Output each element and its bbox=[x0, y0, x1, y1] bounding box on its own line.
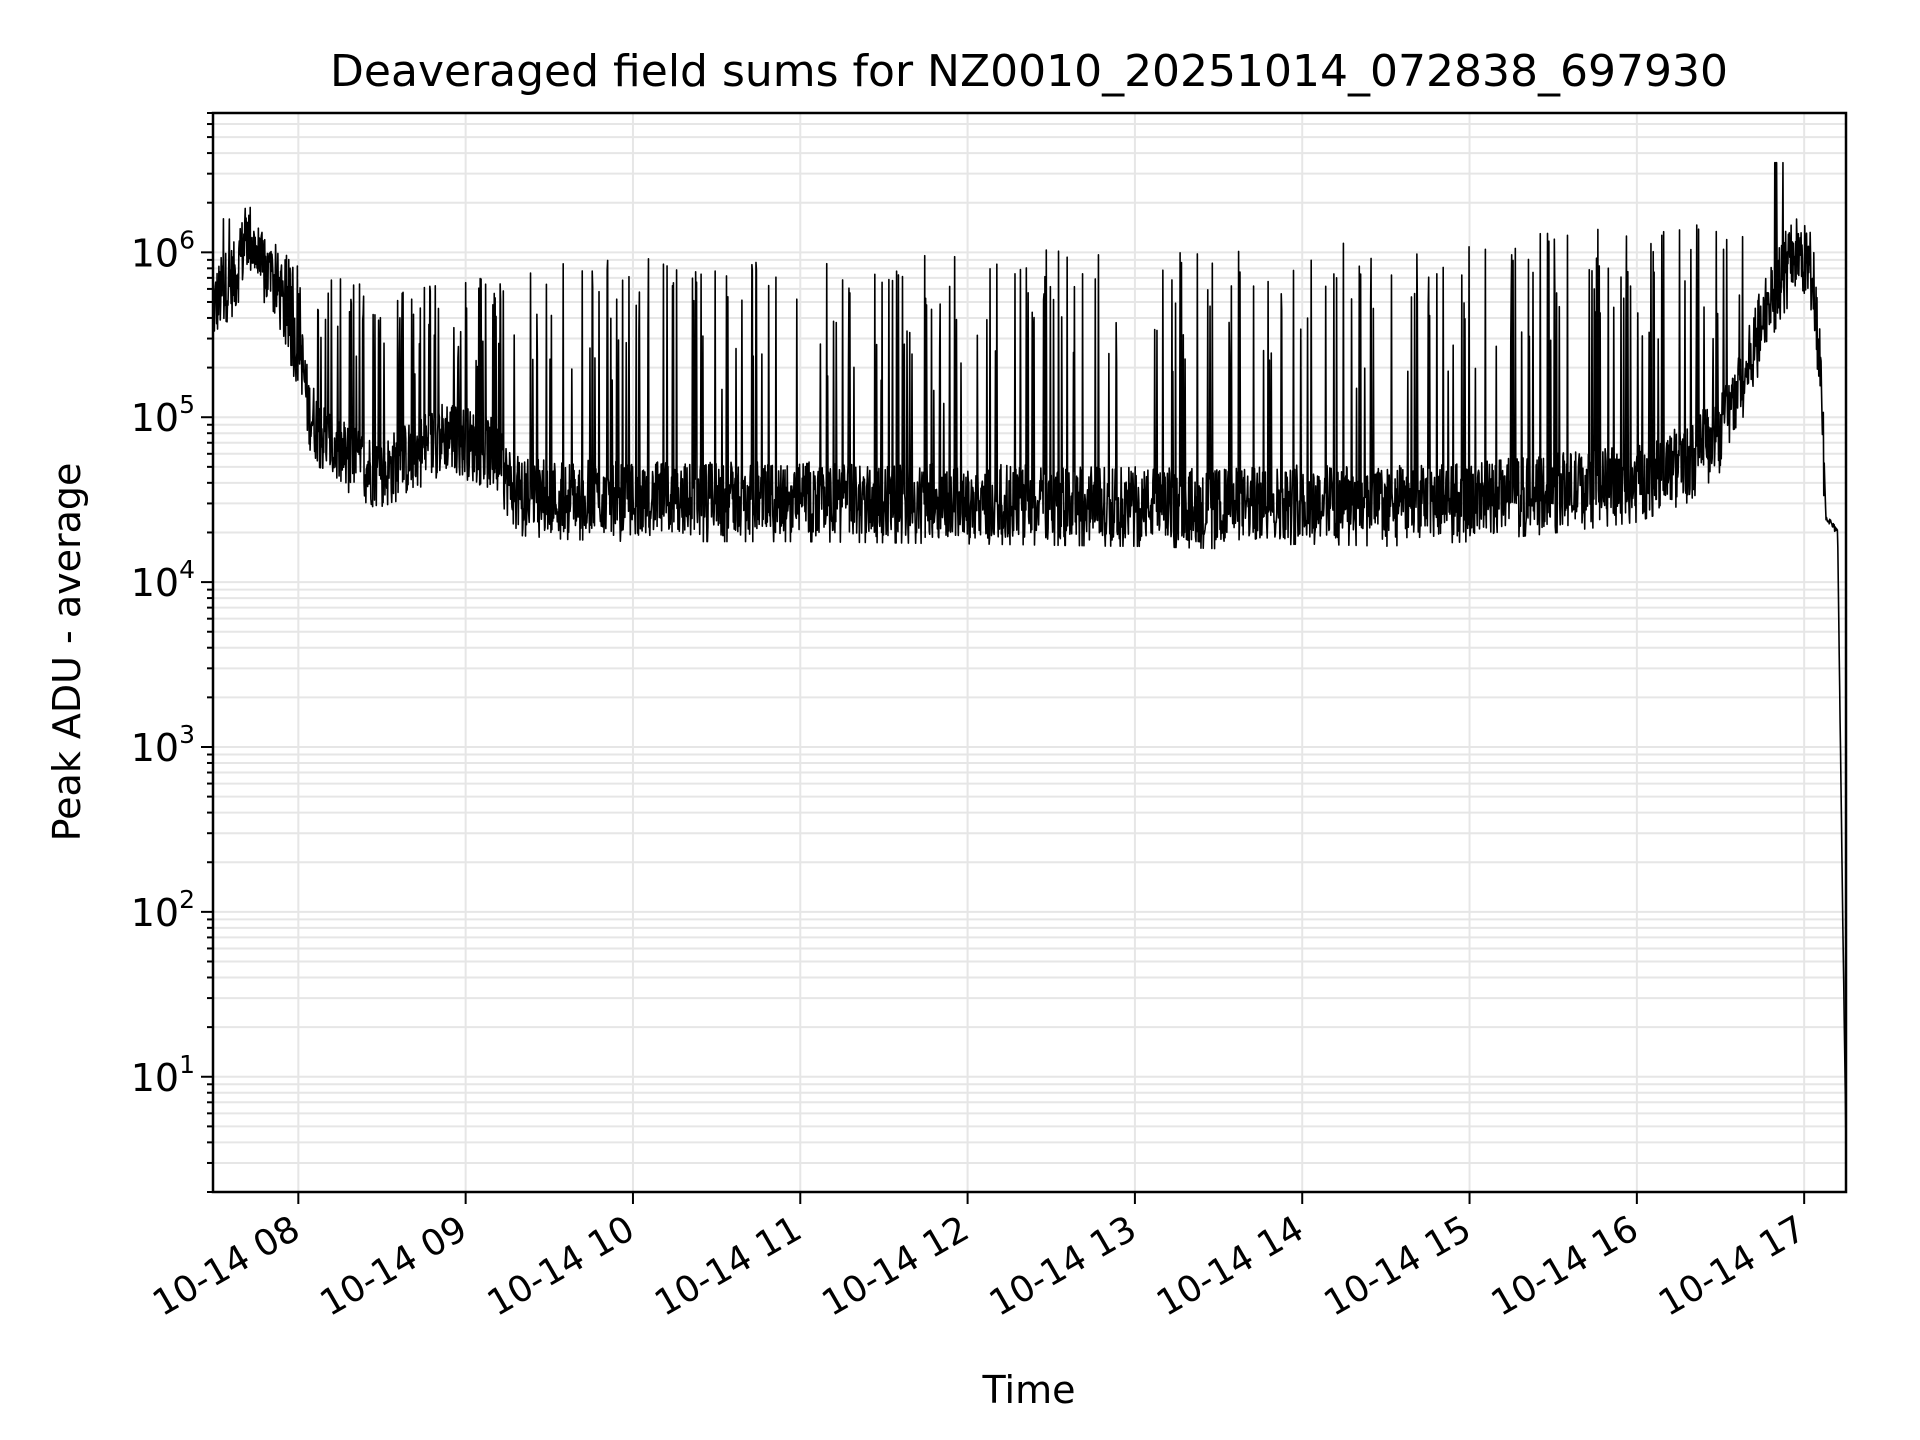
series-layer bbox=[212, 161, 1847, 1144]
x-tick-label: 10-14 10 bbox=[481, 1208, 642, 1324]
y-axis-label: Peak ADU - average bbox=[45, 463, 89, 842]
y-tick-label: 105 bbox=[131, 390, 195, 440]
plot-frame bbox=[211, 111, 1848, 1194]
y-tick-label: 103 bbox=[131, 720, 195, 770]
y-tick-label: 102 bbox=[131, 885, 195, 935]
y-tick-label: 106 bbox=[131, 225, 195, 275]
x-tick-label: 10-14 17 bbox=[1652, 1208, 1813, 1324]
x-tick-label: 10-14 12 bbox=[815, 1208, 976, 1324]
y-tick-label: 101 bbox=[131, 1050, 195, 1100]
x-tick-label: 10-14 16 bbox=[1485, 1208, 1646, 1324]
x-tick-label: 10-14 08 bbox=[146, 1208, 307, 1324]
x-tick-label: 10-14 09 bbox=[313, 1208, 474, 1324]
series-line-field-sums bbox=[212, 161, 1847, 1144]
x-axis-label: Time bbox=[982, 1368, 1076, 1412]
x-tick-label: 10-14 14 bbox=[1150, 1208, 1311, 1324]
x-tick-label: 10-14 15 bbox=[1317, 1208, 1478, 1324]
grid-layer bbox=[213, 112, 1846, 1193]
y-tick-label: 104 bbox=[131, 555, 195, 605]
chart-title: Deaveraged field sums for NZ0010_2025101… bbox=[330, 46, 1728, 97]
x-tick-label: 10-14 11 bbox=[648, 1208, 809, 1324]
x-tick-label: 10-14 13 bbox=[983, 1208, 1144, 1324]
